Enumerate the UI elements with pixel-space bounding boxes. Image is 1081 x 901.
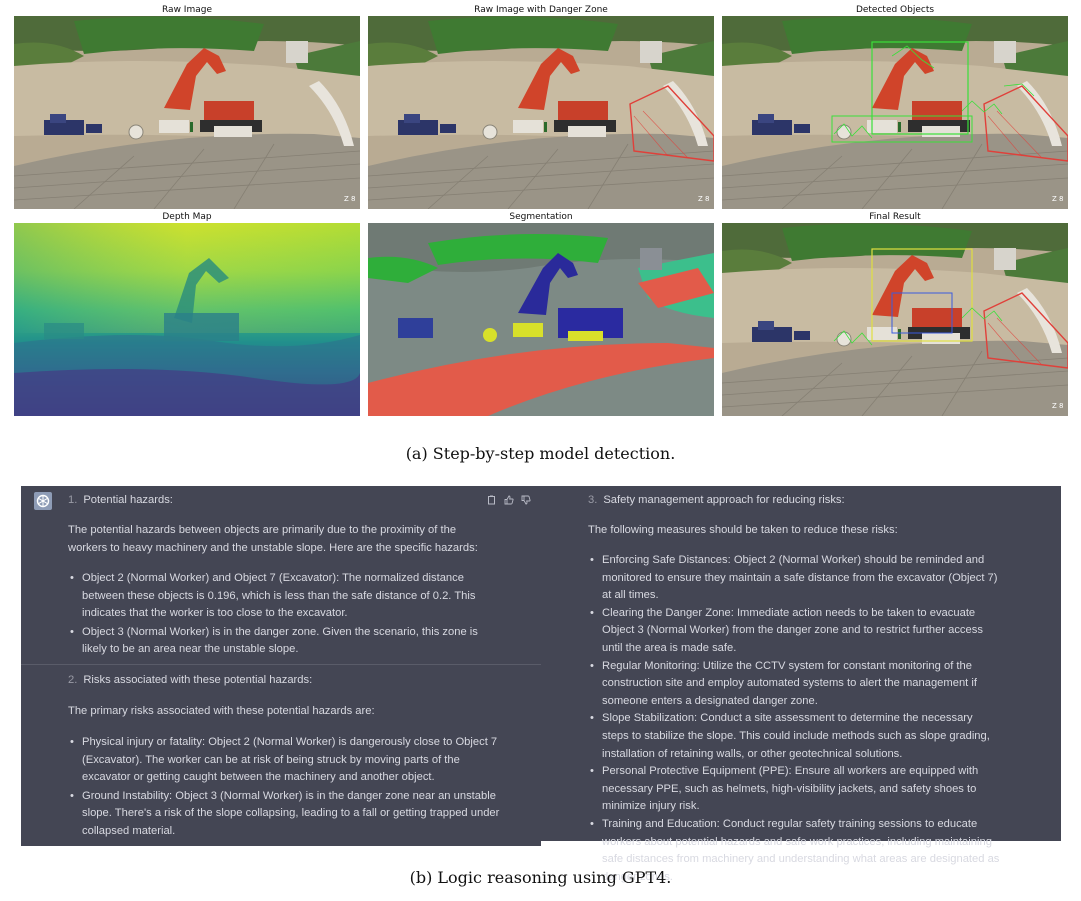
detected-objects-image: Z 8: [722, 16, 1068, 209]
thumbs-down-icon[interactable]: [521, 494, 531, 505]
gpt-logo-icon: [34, 492, 52, 510]
section-2-heading: 2. Risks associated with these potential …: [68, 674, 313, 686]
panel-raw-image-danger-zone: Raw Image with Danger Zone Z 8: [368, 4, 714, 209]
segmentation-image: [368, 223, 714, 416]
section-2-intro: The primary risks associated with these …: [68, 705, 375, 717]
panel-title: Raw Image with Danger Zone: [474, 5, 608, 15]
svg-text:Z 8: Z 8: [1052, 402, 1063, 410]
panel-detected-objects: Detected Objects Z 8: [722, 4, 1068, 209]
panel-segmentation: Segmentation: [368, 211, 714, 416]
panel-final-result: Final Result Z 8: [722, 211, 1068, 416]
panel-title: Segmentation: [509, 212, 573, 222]
svg-text:Z 8: Z 8: [1052, 195, 1063, 203]
list-item: Enforcing Safe Distances: Object 2 (Norm…: [590, 552, 1002, 605]
panel-title: Raw Image: [162, 5, 212, 15]
svg-text:Z 8: Z 8: [344, 195, 355, 203]
list-item: Object 2 (Normal Worker) and Object 7 (E…: [70, 570, 498, 623]
section-1-intro: The potential hazards between objects ar…: [68, 524, 478, 554]
list-item: Personal Protective Equipment (PPE): Ens…: [590, 763, 1002, 816]
depth-map-image: [14, 223, 360, 416]
section-1-heading: 1. Potential hazards:: [68, 494, 173, 506]
list-item: Physical injury or fatality: Object 2 (N…: [70, 734, 506, 787]
svg-text:Z 8: Z 8: [698, 195, 709, 203]
section-3-heading: 3. Safety management approach for reducin…: [588, 494, 845, 506]
figure-b-caption: (b) Logic reasoning using GPT4.: [409, 868, 672, 887]
danger-zone-image: Z 8: [368, 16, 714, 209]
chat-right-panel: 3. Safety management approach for reducin…: [541, 486, 1061, 883]
figure-a-caption: (a) Step-by-step model detection.: [405, 444, 676, 463]
panel-title: Depth Map: [162, 212, 212, 222]
final-result-image: Z 8: [722, 223, 1068, 416]
list-item: Slope Stabilization: Conduct a site asse…: [590, 710, 1002, 763]
panel-depth-map: Depth Map: [14, 211, 360, 416]
message-actions: [487, 494, 531, 505]
section-2-bullets: Physical injury or fatality: Object 2 (N…: [70, 734, 506, 841]
panel-raw-image: Raw Image Z 8: [14, 4, 360, 209]
list-item: Clearing the Danger Zone: Immediate acti…: [590, 605, 1002, 658]
section-3-bullets: Enforcing Safe Distances: Object 2 (Norm…: [590, 552, 1002, 886]
chat-left-panel: 1. Potential hazards: The potential hazar…: [21, 486, 541, 846]
section-3-intro: The following measures should be taken t…: [588, 524, 898, 536]
list-item: Object 3 (Normal Worker) is in the dange…: [70, 624, 498, 659]
raw-image: Z 8: [14, 16, 360, 209]
copy-icon[interactable]: [487, 494, 497, 505]
list-item: Ground Instability: Object 3 (Normal Wor…: [70, 788, 506, 841]
thumbs-up-icon[interactable]: [504, 494, 514, 505]
list-item: Regular Monitoring: Utilize the CCTV sys…: [590, 658, 1002, 711]
list-item: Training and Education: Conduct regular …: [590, 816, 1002, 886]
panel-title: Detected Objects: [855, 5, 935, 15]
panel-title: Final Result: [869, 212, 921, 222]
section-divider: [21, 664, 541, 665]
section-1-bullets: Object 2 (Normal Worker) and Object 7 (E…: [70, 570, 498, 659]
